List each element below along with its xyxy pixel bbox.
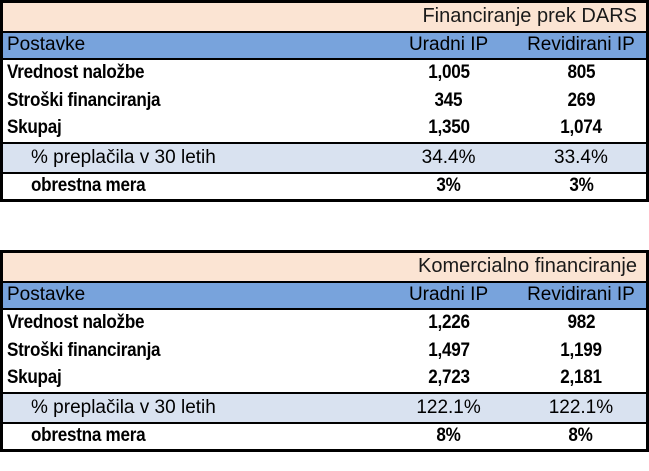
table-title-row: Financiranje prek DARS: [1, 1, 648, 33]
column-header-row: Postavke Uradni IP Revidirani IP: [1, 281, 648, 310]
column-header-uradni-ip: Uradni IP: [381, 31, 516, 60]
revidirani-ip-value-cell: 122.1%: [515, 391, 648, 424]
uradni-ip-value: 3%: [436, 175, 461, 197]
row-label-cell: obrestna mera: [2, 423, 382, 451]
table-row: Vrednost naložbe 1,226 982: [2, 309, 648, 337]
table-row: Stroški financiranja 345 269: [2, 87, 648, 115]
row-label: Vrednost naložbe: [7, 312, 145, 333]
uradni-ip-value-cell: 1,226: [381, 309, 516, 337]
financing-dars-table: Financiranje prek DARS Postavke Uradni I…: [0, 0, 649, 202]
revidirani-ip-value-cell: 3%: [516, 173, 648, 201]
revidirani-ip-value: 269: [567, 89, 595, 111]
revidirani-ip-value-cell: 2,181: [516, 365, 648, 393]
row-label-cell: % preplačila v 30 letih: [1, 391, 382, 424]
commercial-financing-table: Komercialno financiranje Postavke Uradni…: [0, 250, 649, 452]
revidirani-ip-value-cell: 1,074: [516, 115, 648, 143]
uradni-ip-value-cell: 2,723: [381, 365, 516, 393]
revidirani-ip-value: 3%: [568, 175, 594, 197]
row-label: Stroški financiranja: [7, 339, 161, 361]
revidirani-ip-value-cell: 8%: [516, 423, 648, 451]
table-row: Vrednost naložbe 1,005 805: [2, 59, 648, 87]
row-label: Skupaj: [7, 117, 62, 138]
overpayment-percentage-row: % preplačila v 30 letih 122.1% 122.1%: [1, 391, 648, 424]
uradni-ip-value-cell: 122.1%: [381, 391, 516, 424]
revidirani-ip-value: 8%: [568, 425, 594, 447]
table-title-row: Komercialno financiranje: [1, 251, 648, 283]
uradni-ip-value: 1,226: [427, 312, 470, 333]
uradni-ip-value: 1,005: [427, 62, 470, 83]
uradni-ip-value-cell: 1,005: [381, 59, 516, 87]
row-label: obrestna mera: [31, 175, 146, 197]
table-title: Komercialno financiranje: [1, 251, 648, 283]
uradni-ip-value-cell: 345: [381, 87, 516, 115]
row-label: Skupaj: [7, 367, 62, 388]
row-label-cell: Skupaj: [2, 115, 382, 143]
column-header-postavke: Postavke: [1, 281, 382, 310]
uradni-ip-value-cell: 34.4%: [381, 141, 516, 174]
table-title: Financiranje prek DARS: [1, 1, 648, 33]
uradni-ip-value: 1,497: [427, 339, 470, 361]
uradni-ip-value-cell: 8%: [381, 423, 516, 451]
column-header-postavke: Postavke: [1, 31, 382, 60]
row-label: obrestna mera: [31, 425, 146, 447]
uradni-ip-value: 8%: [436, 425, 461, 447]
uradni-ip-value: 2,723: [427, 367, 470, 388]
revidirani-ip-value-cell: 33.4%: [515, 141, 648, 174]
row-label-cell: Vrednost naložbe: [2, 309, 382, 337]
table-row: Stroški financiranja 1,497 1,199: [2, 337, 648, 365]
revidirani-ip-value-cell: 269: [516, 87, 648, 115]
revidirani-ip-value-cell: 982: [516, 309, 648, 337]
uradni-ip-value: 345: [434, 89, 463, 111]
row-label-cell: obrestna mera: [2, 173, 382, 201]
row-label-cell: Stroški financiranja: [2, 337, 382, 365]
uradni-ip-value-cell: 1,350: [381, 115, 516, 143]
row-label: Stroški financiranja: [7, 89, 161, 111]
table-row: Skupaj 2,723 2,181: [2, 365, 648, 393]
revidirani-ip-value-cell: 1,199: [516, 337, 648, 365]
interest-rate-row: obrestna mera 3% 3%: [2, 173, 648, 201]
uradni-ip-value: 1,350: [427, 117, 470, 138]
revidirani-ip-value: 805: [567, 62, 595, 83]
row-label-cell: % preplačila v 30 letih: [1, 141, 382, 174]
column-header-uradni-ip: Uradni IP: [381, 281, 516, 310]
row-label: Vrednost naložbe: [7, 62, 145, 83]
interest-rate-row: obrestna mera 8% 8%: [2, 423, 648, 451]
row-label-cell: Stroški financiranja: [2, 87, 382, 115]
overpayment-percentage-row: % preplačila v 30 letih 34.4% 33.4%: [1, 141, 648, 174]
revidirani-ip-value: 1,074: [560, 117, 602, 138]
column-header-revidirani-ip: Revidirani IP: [515, 281, 648, 310]
row-label-cell: Skupaj: [2, 365, 382, 393]
revidirani-ip-value: 2,181: [560, 367, 602, 388]
revidirani-ip-value: 1,199: [560, 339, 602, 361]
column-header-row: Postavke Uradni IP Revidirani IP: [1, 31, 648, 60]
uradni-ip-value-cell: 1,497: [381, 337, 516, 365]
row-label-cell: Vrednost naložbe: [2, 59, 382, 87]
revidirani-ip-value-cell: 805: [516, 59, 648, 87]
revidirani-ip-value: 982: [567, 312, 595, 333]
column-header-revidirani-ip: Revidirani IP: [515, 31, 648, 60]
uradni-ip-value-cell: 3%: [381, 173, 516, 201]
table-row: Skupaj 1,350 1,074: [2, 115, 648, 143]
